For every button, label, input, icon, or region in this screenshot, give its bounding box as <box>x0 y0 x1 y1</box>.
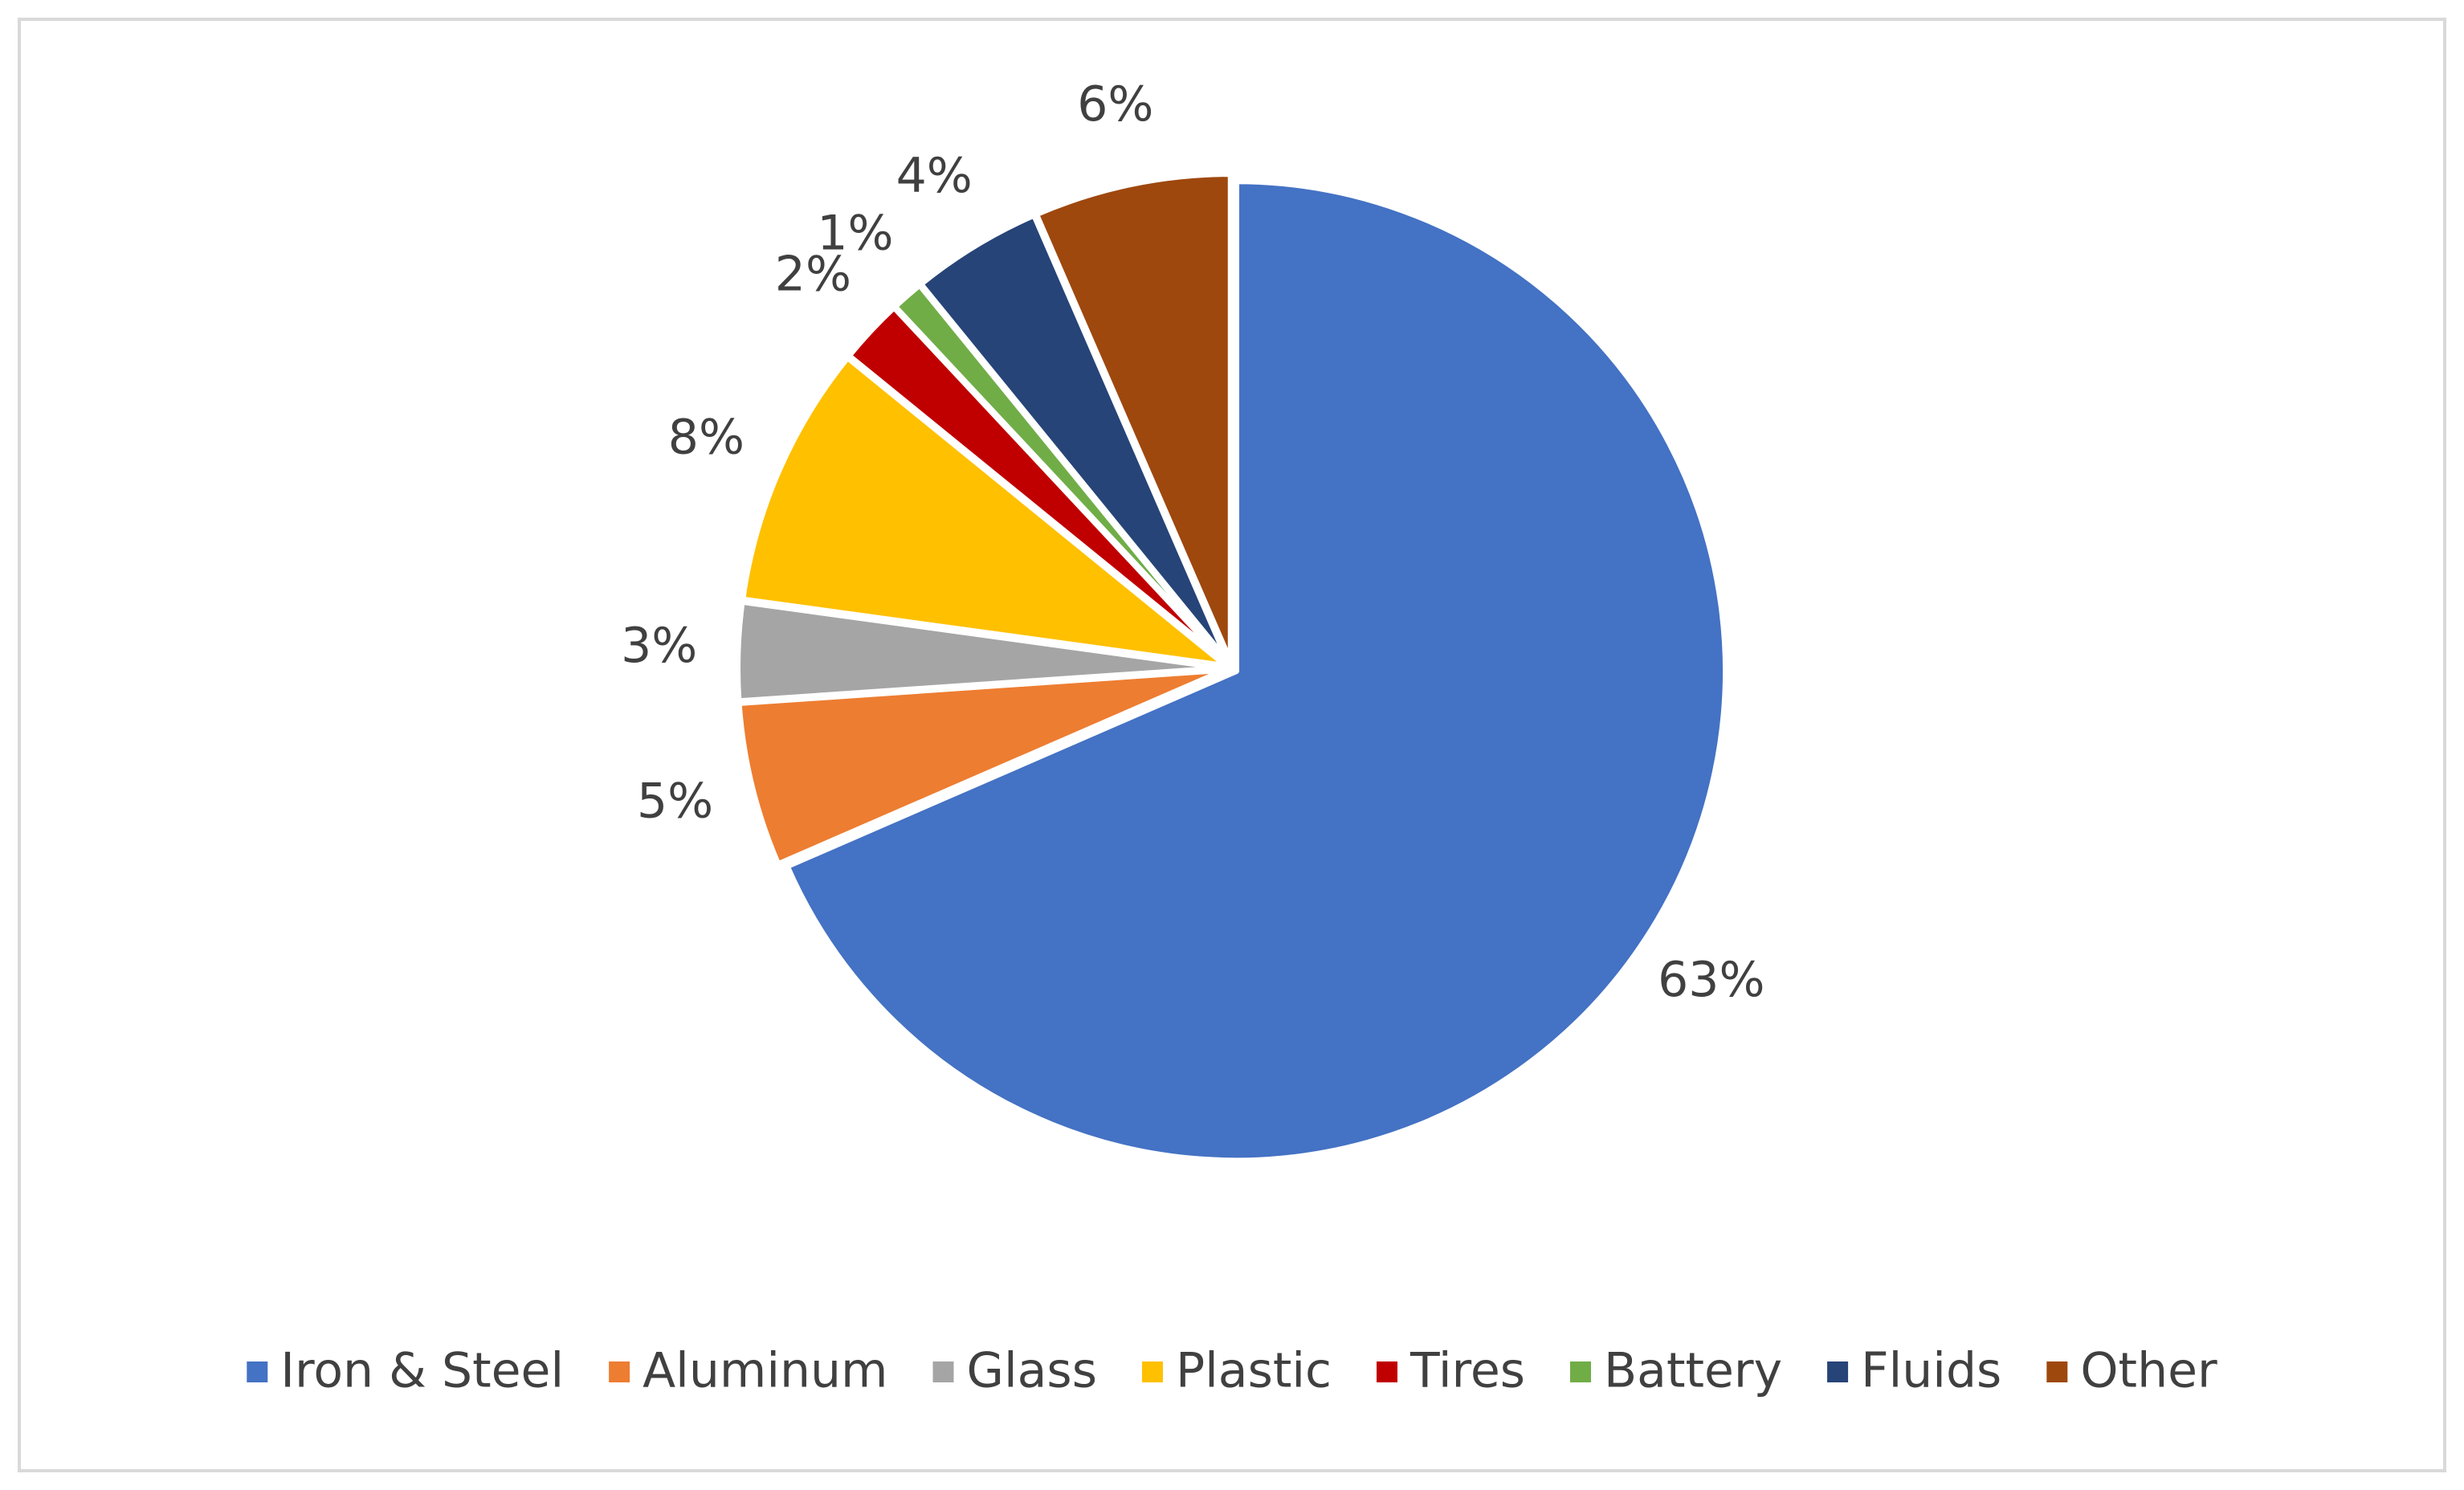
pie-slice <box>735 666 1231 868</box>
legend-label: Fluids <box>1861 1343 2001 1399</box>
legend-swatch <box>247 1361 268 1382</box>
pie-slice <box>916 211 1233 667</box>
data-label: 1% <box>817 206 893 262</box>
legend-label: Battery <box>1604 1343 1782 1399</box>
legend-swatch <box>1377 1361 1398 1382</box>
legend-swatch <box>2046 1361 2068 1382</box>
legend: Iron & Steel Aluminum Glass Plastic Tires Bat… <box>247 1343 2217 1399</box>
data-label: 3% <box>621 618 697 674</box>
legend-label: Aluminum <box>643 1343 887 1399</box>
legend-label: Tires <box>1409 1343 1525 1399</box>
legend-label: Glass <box>967 1343 1097 1399</box>
legend-label: Iron & Steel <box>280 1343 564 1399</box>
legend-label: Plastic <box>1176 1343 1332 1399</box>
data-label: 5% <box>637 774 713 830</box>
data-label: 63% <box>1658 952 1764 1008</box>
legend-swatch <box>1827 1361 1849 1382</box>
pie-slice <box>739 353 1231 670</box>
legend-swatch <box>1141 1361 1163 1382</box>
data-labels: 63% 5% 3% 8% 2%1%4% 6% <box>621 76 1764 1008</box>
pie-slice <box>1032 170 1234 667</box>
legend-swatch <box>932 1361 954 1382</box>
pie-slice <box>783 178 1729 1165</box>
pie <box>734 170 1729 1165</box>
legend-swatch <box>1570 1361 1592 1382</box>
legend-label: Other <box>2080 1343 2217 1399</box>
data-label: 2% <box>775 246 851 302</box>
data-label: 6% <box>1077 76 1153 133</box>
data-label: 8% <box>668 409 745 465</box>
legend-swatch <box>609 1361 630 1382</box>
data-label: 4% <box>896 148 973 204</box>
